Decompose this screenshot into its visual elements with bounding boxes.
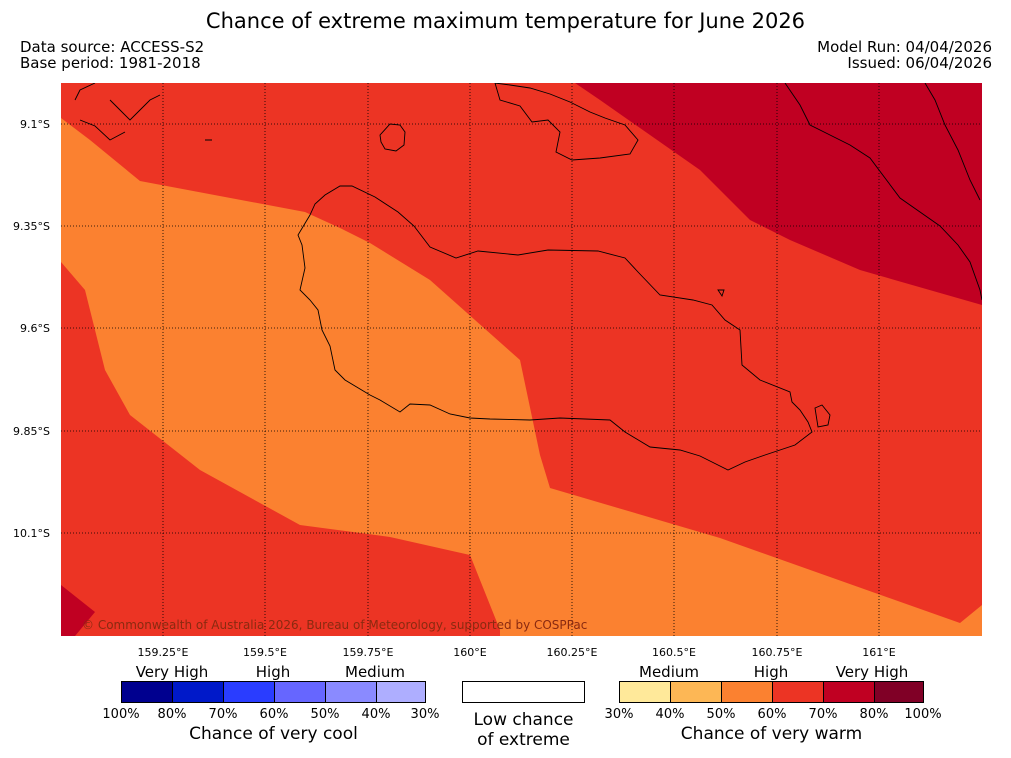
cool-tick: 60% xyxy=(259,707,289,722)
warm-caption: Very High xyxy=(835,663,909,681)
lon-label: 160.25°E xyxy=(546,646,598,659)
island-small xyxy=(379,123,406,152)
guadalcanal-coastline xyxy=(297,185,813,471)
cool-swatch xyxy=(121,681,173,703)
warm-swatch xyxy=(772,681,824,703)
low-chance-line2: of extreme xyxy=(477,730,570,750)
region-70-80 xyxy=(575,83,982,305)
lat-label: 9.35°S xyxy=(13,220,50,233)
coastlines xyxy=(74,83,982,471)
cool-tick: 100% xyxy=(102,707,140,722)
coast-east-blobs xyxy=(717,289,831,428)
cool-caption: Medium xyxy=(345,663,405,681)
lon-label: 160°E xyxy=(453,646,487,659)
cool-caption: Very High xyxy=(135,663,209,681)
warm-tick: 100% xyxy=(904,707,942,722)
warm-tick: 40% xyxy=(655,707,685,722)
lon-label: 161°E xyxy=(862,646,896,659)
warm-tick: 60% xyxy=(757,707,787,722)
map-gridlines xyxy=(61,83,982,636)
warm-swatch xyxy=(823,681,875,703)
chart-title: Chance of extreme maximum temperature fo… xyxy=(205,9,806,33)
lon-label: 159.25°E xyxy=(137,646,189,659)
savo-islands xyxy=(74,83,212,141)
cool-tick: 30% xyxy=(410,707,440,722)
warm-swatch xyxy=(874,681,924,703)
issued-date: Issued: 06/04/2026 xyxy=(847,54,992,72)
warm-tick: 80% xyxy=(859,707,889,722)
florida-islands xyxy=(494,83,639,161)
warm-swatch xyxy=(721,681,773,703)
cool-tick: 80% xyxy=(157,707,187,722)
lat-label: 9.85°S xyxy=(13,425,50,438)
cool-tick: 50% xyxy=(310,707,340,722)
low-chance-label: Low chance of extreme xyxy=(452,710,595,750)
warm-tick: 50% xyxy=(706,707,736,722)
cool-swatch xyxy=(172,681,224,703)
malaita-coastline xyxy=(784,83,982,301)
lon-label: 160.5°E xyxy=(652,646,696,659)
lat-label: 9.1°S xyxy=(20,118,50,131)
region-40-50 xyxy=(61,118,982,636)
warm-tick: 30% xyxy=(604,707,634,722)
malaita-inner xyxy=(924,83,981,201)
cool-caption: High xyxy=(255,663,291,681)
lon-label: 159.5°E xyxy=(243,646,287,659)
base-period: Base period: 1981-2018 xyxy=(20,54,201,72)
warm-swatch xyxy=(619,681,671,703)
lat-label: 9.6°S xyxy=(20,322,50,335)
meta-right: Model Run: 04/04/2026 Issued: 06/04/2026 xyxy=(817,39,992,71)
region-70-80-corner xyxy=(61,585,95,636)
cool-swatch xyxy=(376,681,426,703)
cool-tick: 40% xyxy=(361,707,391,722)
lon-label: 160.75°E xyxy=(751,646,803,659)
meta-left: Data source: ACCESS-S2 Base period: 1981… xyxy=(20,39,204,71)
lon-label: 159.75°E xyxy=(342,646,394,659)
warm-caption: Medium xyxy=(639,663,699,681)
model-run: Model Run: 04/04/2026 xyxy=(817,38,992,56)
lat-label: 10.1°S xyxy=(13,527,50,540)
warm-caption: High xyxy=(753,663,789,681)
cool-legend-title: Chance of very cool xyxy=(189,724,358,744)
warm-legend-title: Chance of very warm xyxy=(680,724,863,744)
cool-swatch xyxy=(325,681,377,703)
cool-swatch xyxy=(223,681,275,703)
warm-swatch xyxy=(670,681,722,703)
low-chance-line1: Low chance xyxy=(473,710,574,730)
data-source: Data source: ACCESS-S2 xyxy=(20,38,205,56)
cool-swatch xyxy=(274,681,326,703)
copyright-text: © Commonwealth of Australia 2026, Bureau… xyxy=(82,618,588,632)
low-chance-swatch xyxy=(462,681,585,703)
warm-tick: 70% xyxy=(808,707,838,722)
cool-tick: 70% xyxy=(208,707,238,722)
